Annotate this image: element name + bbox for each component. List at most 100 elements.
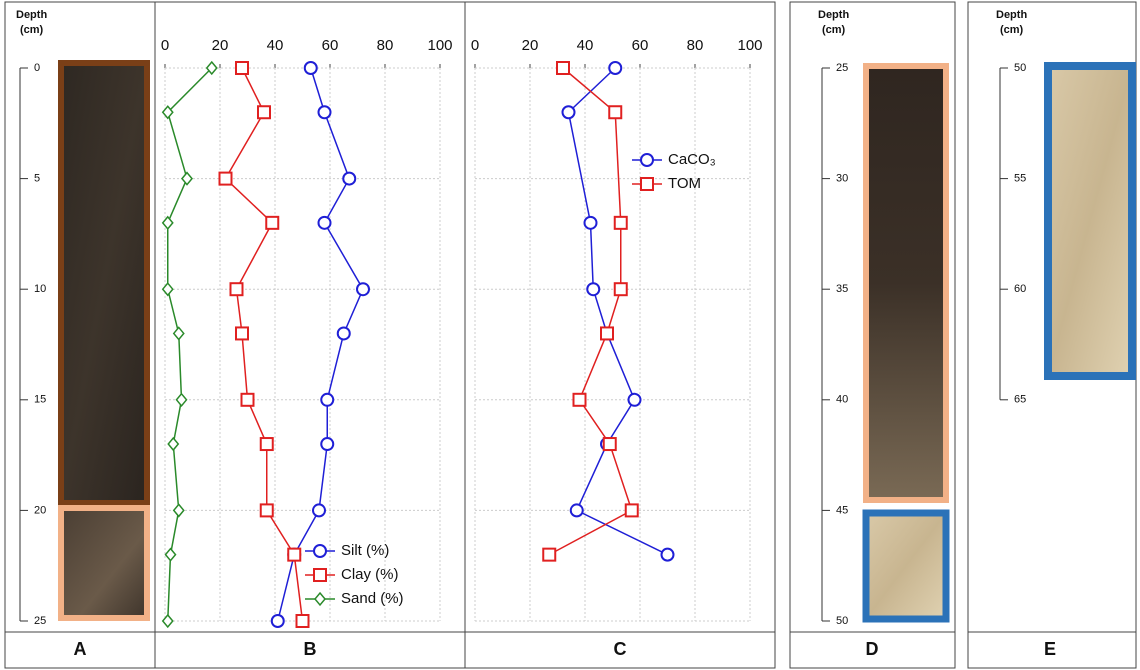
marker <box>321 438 333 450</box>
marker <box>319 106 331 118</box>
x-tick-label: 0 <box>161 37 169 54</box>
panel-label: D <box>866 639 879 659</box>
marker <box>168 438 178 450</box>
legend-marker <box>641 154 653 166</box>
legend-marker <box>315 593 325 605</box>
x-tick-label: 60 <box>322 37 339 54</box>
marker <box>242 394 254 406</box>
y-tick-label: 45 <box>836 504 848 516</box>
marker <box>587 283 599 295</box>
x-tick-label: 0 <box>471 37 479 54</box>
soil-photo <box>866 66 946 500</box>
legend-label: Sand (%) <box>341 590 404 607</box>
marker <box>585 217 597 229</box>
y-tick-label: 50 <box>836 615 848 627</box>
marker <box>177 394 187 406</box>
panel-label: A <box>74 639 87 659</box>
y-tick-label: 0 <box>34 62 40 74</box>
marker <box>163 217 173 229</box>
marker <box>182 173 192 185</box>
marker <box>163 615 173 627</box>
marker <box>236 62 248 74</box>
legend-marker <box>314 569 326 581</box>
marker <box>601 327 613 339</box>
marker <box>174 327 184 339</box>
soil-photo <box>61 508 147 618</box>
marker <box>557 62 569 74</box>
x-tick-label: 80 <box>687 37 704 54</box>
x-tick-label: 20 <box>212 37 229 54</box>
marker <box>357 283 369 295</box>
panel-label: E <box>1044 639 1056 659</box>
x-tick-label: 100 <box>427 37 452 54</box>
legend-label: Silt (%) <box>341 542 389 559</box>
panel-label: B <box>304 639 317 659</box>
y-tick-label: 30 <box>836 173 848 185</box>
legend-label: TOM <box>668 175 701 192</box>
y-tick-label: 25 <box>836 62 848 74</box>
legend-label: Clay (%) <box>341 566 399 583</box>
marker <box>319 217 331 229</box>
marker <box>272 615 284 627</box>
marker <box>343 173 355 185</box>
series-line <box>226 68 303 621</box>
marker <box>626 504 638 516</box>
marker <box>629 394 641 406</box>
legend-marker <box>314 545 326 557</box>
marker <box>604 438 616 450</box>
marker <box>258 106 270 118</box>
y-tick-label: 25 <box>34 615 46 627</box>
marker <box>163 283 173 295</box>
marker <box>305 62 317 74</box>
y-tick-label: 10 <box>34 283 46 295</box>
figure: Depth (cm) 0 5 10 15 20 25 A 0 20 40 60 80 100 Silt (%)… <box>0 0 1140 670</box>
marker <box>571 504 583 516</box>
marker <box>609 106 621 118</box>
series-line <box>168 68 212 621</box>
y-tick-label: 60 <box>1014 283 1026 295</box>
marker <box>261 504 273 516</box>
marker <box>236 327 248 339</box>
marker <box>231 283 243 295</box>
axis-title: Depth <box>16 9 47 21</box>
x-tick-label: 100 <box>737 37 762 54</box>
y-tick-label: 35 <box>836 283 848 295</box>
marker <box>563 106 575 118</box>
series-line <box>569 68 668 555</box>
marker <box>615 283 627 295</box>
axis-title: Depth <box>996 9 1027 21</box>
marker <box>261 438 273 450</box>
marker <box>574 394 586 406</box>
series-line <box>278 68 363 621</box>
marker <box>266 217 278 229</box>
axis-title: (cm) <box>20 24 44 36</box>
marker <box>662 549 674 561</box>
axis-title: Depth <box>818 9 849 21</box>
legend-marker <box>641 178 653 190</box>
marker <box>297 615 309 627</box>
marker <box>321 394 333 406</box>
y-tick-label: 40 <box>836 394 848 406</box>
x-tick-label: 40 <box>577 37 594 54</box>
y-tick-label: 65 <box>1014 394 1026 406</box>
y-tick-label: 20 <box>34 504 46 516</box>
soil-photo <box>61 63 147 503</box>
x-tick-label: 40 <box>267 37 284 54</box>
y-tick-label: 50 <box>1014 62 1026 74</box>
soil-photo <box>866 513 946 619</box>
marker <box>313 504 325 516</box>
marker <box>543 549 555 561</box>
x-tick-label: 20 <box>522 37 539 54</box>
marker <box>174 504 184 516</box>
axis-title: (cm) <box>1000 24 1024 36</box>
x-tick-label: 80 <box>377 37 394 54</box>
y-tick-label: 15 <box>34 394 46 406</box>
axis-title: (cm) <box>822 24 846 36</box>
marker <box>615 217 627 229</box>
y-tick-label: 5 <box>34 173 40 185</box>
y-tick-label: 55 <box>1014 173 1026 185</box>
marker <box>166 549 176 561</box>
marker <box>609 62 621 74</box>
marker <box>338 327 350 339</box>
legend-label: CaCO₃ <box>668 151 716 168</box>
